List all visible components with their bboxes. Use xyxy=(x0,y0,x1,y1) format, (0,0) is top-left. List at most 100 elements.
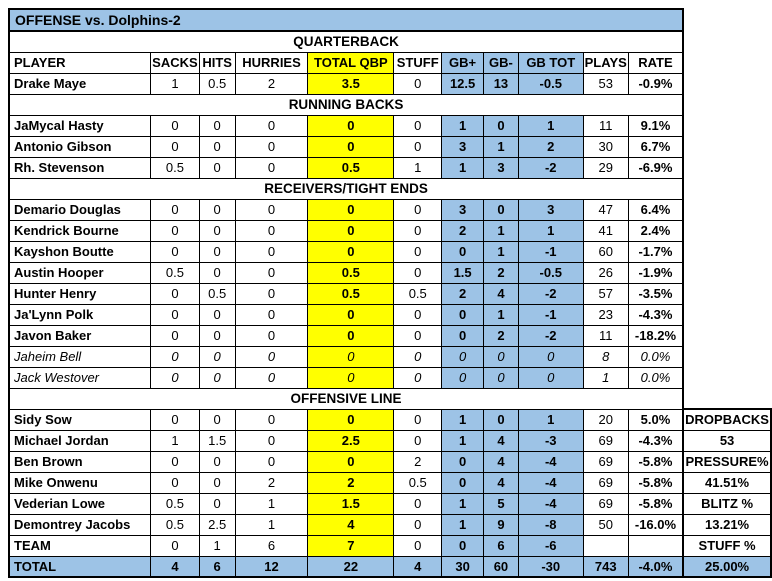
section-header-3[interactable]: OFFENSIVE LINE xyxy=(7,387,685,410)
col-header-sacks[interactable]: SACKS xyxy=(150,51,200,74)
cell-hits[interactable]: 0 xyxy=(198,156,236,179)
cell-hurries[interactable]: 0 xyxy=(234,429,309,452)
cell-hits[interactable]: 0.5 xyxy=(198,282,236,305)
side-stuff-label[interactable]: STUFF % xyxy=(682,534,772,557)
cell-player[interactable]: Kayshon Boutte xyxy=(8,240,152,263)
cell-stuff[interactable]: 0 xyxy=(393,72,443,95)
cell-plays[interactable]: 30 xyxy=(582,135,629,158)
section-header-2[interactable]: RECEIVERS/TIGHT ENDS xyxy=(7,177,685,200)
cell-hurries[interactable]: 0 xyxy=(234,114,309,137)
cell-player[interactable]: Ja'Lynn Polk xyxy=(8,303,152,326)
cell-total-qbp[interactable]: 7 xyxy=(307,534,395,557)
cell-gb-minus[interactable]: 6 xyxy=(483,534,519,557)
cell-gb-minus[interactable]: 0 xyxy=(483,408,519,431)
cell-gb-plus[interactable]: 1 xyxy=(441,114,484,137)
side-blitz-value[interactable]: 13.21% xyxy=(682,513,772,536)
cell-sacks[interactable]: 0.5 xyxy=(150,492,200,515)
cell-gb-minus[interactable]: 2 xyxy=(483,261,519,284)
cell-player[interactable]: TEAM xyxy=(8,534,152,557)
cell-sacks[interactable]: 0 xyxy=(150,282,200,305)
cell-plays[interactable]: 69 xyxy=(582,429,629,452)
cell-player[interactable]: Drake Maye xyxy=(8,72,152,95)
cell-player[interactable]: Sidy Sow xyxy=(8,408,152,431)
cell-rate[interactable]: -6.9% xyxy=(627,156,685,179)
cell-gb-tot[interactable]: -4 xyxy=(517,471,584,494)
cell-gb-tot[interactable]: -2 xyxy=(517,324,584,347)
cell-sacks[interactable]: 0.5 xyxy=(150,513,200,536)
cell-stuff[interactable]: 0 xyxy=(393,492,443,515)
cell-plays[interactable]: 11 xyxy=(582,324,629,347)
cell-gb-plus[interactable]: 1 xyxy=(441,492,484,515)
cell-hurries[interactable]: 0 xyxy=(234,450,309,473)
cell-stuff[interactable]: 0 xyxy=(393,513,443,536)
cell-plays[interactable]: 47 xyxy=(582,198,629,221)
cell-gb-plus[interactable]: 1 xyxy=(441,156,484,179)
cell-total-qbp[interactable]: 0 xyxy=(307,450,395,473)
cell-gb-plus[interactable]: 0 xyxy=(441,345,484,368)
cell-rate[interactable]: -1.7% xyxy=(627,240,685,263)
cell-total-qbp[interactable]: 0 xyxy=(307,408,395,431)
cell-hits[interactable]: 6 xyxy=(198,555,236,578)
cell-hits[interactable]: 0 xyxy=(198,345,236,368)
cell-total-qbp[interactable]: 1.5 xyxy=(307,492,395,515)
cell-gb-tot[interactable]: 0 xyxy=(517,345,584,368)
cell-hits[interactable]: 1 xyxy=(198,534,236,557)
cell-hits[interactable]: 0 xyxy=(198,492,236,515)
cell-gb-plus[interactable]: 1 xyxy=(441,513,484,536)
cell-total-qbp[interactable]: 0 xyxy=(307,324,395,347)
cell-hurries[interactable]: 0 xyxy=(234,366,309,389)
cell-gb-plus[interactable]: 30 xyxy=(441,555,484,578)
cell-player[interactable]: Ben Brown xyxy=(8,450,152,473)
col-header-stuff[interactable]: STUFF xyxy=(393,51,443,74)
cell-gb-plus[interactable]: 1.5 xyxy=(441,261,484,284)
cell-gb-minus[interactable]: 5 xyxy=(483,492,519,515)
cell-gb-minus[interactable]: 0 xyxy=(483,366,519,389)
section-header-1[interactable]: RUNNING BACKS xyxy=(7,93,685,116)
side-dropbacks-label[interactable]: DROPBACKS xyxy=(682,408,772,431)
cell-gb-plus[interactable]: 2 xyxy=(441,219,484,242)
cell-gb-tot[interactable]: 0 xyxy=(517,366,584,389)
cell-gb-minus[interactable]: 3 xyxy=(483,156,519,179)
cell-hits[interactable]: 0 xyxy=(198,135,236,158)
cell-rate[interactable]: 6.7% xyxy=(627,135,685,158)
cell-hurries[interactable]: 0 xyxy=(234,324,309,347)
cell-rate[interactable]: 6.4% xyxy=(627,198,685,221)
cell-hits[interactable]: 0 xyxy=(198,450,236,473)
cell-gb-plus[interactable]: 2 xyxy=(441,282,484,305)
side-pressure-value[interactable]: 41.51% xyxy=(682,471,772,494)
cell-player[interactable]: Hunter Henry xyxy=(8,282,152,305)
cell-plays[interactable]: 69 xyxy=(582,471,629,494)
cell-sacks[interactable]: 0 xyxy=(150,303,200,326)
cell-plays[interactable]: 743 xyxy=(582,555,629,578)
cell-gb-tot[interactable]: -8 xyxy=(517,513,584,536)
cell-total-qbp[interactable]: 0 xyxy=(307,366,395,389)
cell-hits[interactable]: 0 xyxy=(198,261,236,284)
cell-hits[interactable]: 0 xyxy=(198,408,236,431)
cell-stuff[interactable]: 0 xyxy=(393,366,443,389)
cell-hits[interactable]: 2.5 xyxy=(198,513,236,536)
cell-gb-minus[interactable]: 0 xyxy=(483,198,519,221)
cell-player[interactable]: Javon Baker xyxy=(8,324,152,347)
cell-gb-tot[interactable]: -3 xyxy=(517,429,584,452)
cell-hits[interactable]: 0 xyxy=(198,366,236,389)
cell-rate[interactable]: 5.0% xyxy=(627,408,685,431)
cell-gb-tot[interactable]: -0.5 xyxy=(517,261,584,284)
cell-sacks[interactable]: 0.5 xyxy=(150,261,200,284)
cell-sacks[interactable]: 0 xyxy=(150,198,200,221)
cell-sacks[interactable]: 0 xyxy=(150,366,200,389)
cell-hurries[interactable]: 0 xyxy=(234,240,309,263)
cell-gb-plus[interactable]: 0 xyxy=(441,366,484,389)
cell-gb-plus[interactable]: 12.5 xyxy=(441,72,484,95)
cell-gb-plus[interactable]: 0 xyxy=(441,450,484,473)
cell-gb-tot[interactable]: -2 xyxy=(517,282,584,305)
cell-sacks[interactable]: 4 xyxy=(150,555,200,578)
col-header-gb-plus[interactable]: GB+ xyxy=(441,51,484,74)
cell-gb-plus[interactable]: 0 xyxy=(441,324,484,347)
cell-hits[interactable]: 1.5 xyxy=(198,429,236,452)
cell-player[interactable]: Vederian Lowe xyxy=(8,492,152,515)
cell-gb-minus[interactable]: 4 xyxy=(483,429,519,452)
cell-gb-plus[interactable]: 0 xyxy=(441,471,484,494)
section-header-0[interactable]: QUARTERBACK xyxy=(7,30,685,53)
cell-rate[interactable]: -4.0% xyxy=(627,555,685,578)
cell-hurries[interactable]: 0 xyxy=(234,345,309,368)
